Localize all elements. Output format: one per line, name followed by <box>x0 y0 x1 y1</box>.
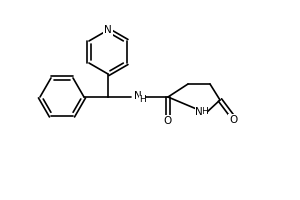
Text: O: O <box>164 116 172 126</box>
Text: N: N <box>104 25 112 35</box>
Text: O: O <box>229 115 237 125</box>
Text: H: H <box>139 96 145 104</box>
Text: N: N <box>195 107 203 117</box>
Text: N: N <box>134 91 142 101</box>
Text: H: H <box>201 108 207 116</box>
